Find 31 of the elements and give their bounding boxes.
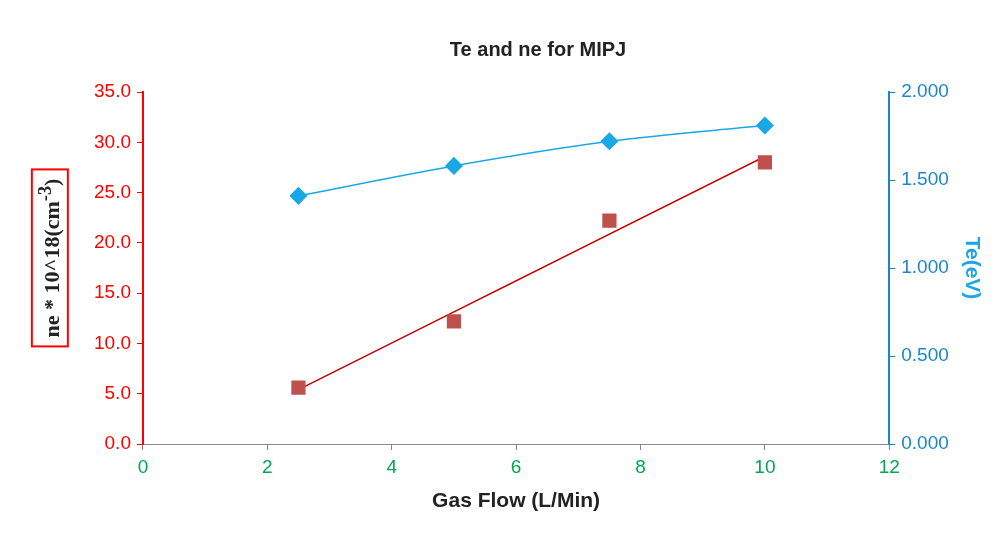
y-tick-label: 5.0 xyxy=(104,381,131,403)
x-tick-label: 12 xyxy=(878,455,900,477)
y2-axis-title: Te(eV) xyxy=(961,236,985,300)
point xyxy=(446,314,462,329)
y-tick-label: 10.0 xyxy=(94,331,131,353)
y-tick-label: 25.0 xyxy=(94,180,131,202)
y-tick-label: 15.0 xyxy=(94,281,131,303)
x-tick-label: 2 xyxy=(262,455,273,477)
y2-tick-label: 1.000 xyxy=(901,256,949,278)
point xyxy=(445,157,463,175)
y-tick-label: 30.0 xyxy=(94,130,131,152)
y2-tick-label: 0.500 xyxy=(901,344,949,366)
y2-tick-label: 2.000 xyxy=(901,80,949,102)
point xyxy=(600,132,619,151)
x-axis-title: Gas Flow (L/Min) xyxy=(432,488,601,512)
x-tick-label: 10 xyxy=(754,455,776,477)
x-tick-label: 6 xyxy=(510,455,522,477)
x-tick-label: 8 xyxy=(635,455,646,477)
y2-tick-label: 1.500 xyxy=(901,168,949,190)
point xyxy=(289,187,308,205)
y-tick-label: 35.0 xyxy=(94,80,131,102)
x-tick-label: 0 xyxy=(137,455,149,477)
y-tick-label: 20.0 xyxy=(94,231,131,253)
x-tick-label: 4 xyxy=(386,455,398,477)
point xyxy=(756,116,774,135)
point xyxy=(291,380,306,395)
point xyxy=(757,155,772,170)
y-tick-label: 0.0 xyxy=(104,432,131,454)
point xyxy=(602,213,617,228)
chart-title: Te and ne for MIPJ xyxy=(449,37,627,60)
y2-tick-label: 0.000 xyxy=(901,432,949,454)
